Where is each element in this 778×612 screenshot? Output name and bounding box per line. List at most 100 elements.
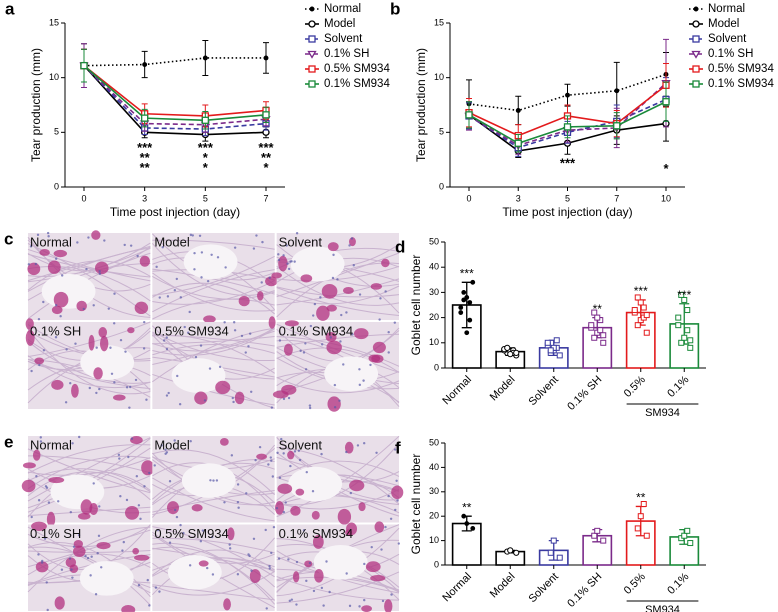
goblet-cell: [25, 329, 35, 346]
data-point: [640, 501, 647, 507]
data-point: [614, 88, 620, 94]
goblet-cell: [277, 483, 293, 494]
x-tick-label: 3: [142, 193, 147, 203]
data-point: [591, 532, 598, 539]
fiber: [152, 282, 275, 315]
nucleus: [37, 317, 41, 321]
fiber: [152, 279, 275, 305]
nucleus: [112, 322, 116, 325]
nucleus: [223, 321, 226, 324]
micrograph: Model: [151, 436, 276, 523]
lumen: [41, 273, 96, 309]
fiber: [27, 526, 151, 594]
nucleus: [295, 603, 298, 606]
data-point: [643, 312, 650, 319]
fiber: [27, 471, 151, 501]
goblet-cell: [353, 328, 369, 340]
nucleus: [223, 501, 226, 504]
data-point: [631, 307, 638, 314]
data-point: [662, 98, 670, 106]
nucleus: [206, 566, 209, 570]
goblet-cell: [268, 316, 276, 329]
data-point: [556, 554, 563, 561]
nucleus: [97, 534, 101, 538]
nucleus: [193, 268, 196, 271]
nucleus: [60, 568, 64, 571]
nucleus: [68, 557, 72, 560]
nucleus: [329, 336, 332, 339]
nucleus: [74, 342, 77, 345]
nucleus: [363, 562, 366, 566]
fiber: [276, 265, 400, 306]
x-axis-label: Time post injection (day): [502, 205, 632, 219]
goblet-cell: [21, 479, 36, 493]
nucleus: [54, 257, 58, 260]
nucleus: [77, 533, 81, 537]
legend-label: Model: [708, 18, 739, 30]
nucleus: [47, 501, 51, 504]
lumen: [167, 555, 222, 590]
nucleus: [158, 296, 161, 299]
goblet-cell: [22, 462, 36, 469]
nucleus: [193, 251, 196, 255]
y-tick-label: 30: [429, 287, 439, 297]
nucleus: [168, 541, 172, 544]
nucleus: [125, 498, 129, 502]
y-tick-label: 0: [54, 181, 59, 191]
data-point: [458, 310, 464, 315]
x-tick-label: Model: [488, 374, 518, 404]
significance: **: [593, 302, 603, 316]
nucleus: [156, 528, 160, 532]
data-point: [684, 327, 691, 334]
nucleus: [82, 307, 86, 311]
data-point: [142, 62, 148, 67]
goblet-cell: [283, 343, 293, 356]
nucleus: [45, 581, 48, 584]
data-point: [684, 307, 691, 314]
series-line: [83, 65, 267, 130]
goblet-cell: [99, 335, 109, 352]
significance: ***: [460, 266, 474, 280]
goblet-cell: [284, 320, 299, 327]
nucleus: [189, 233, 193, 237]
nucleus: [311, 490, 315, 493]
nucleus: [34, 262, 38, 266]
nucleus: [64, 401, 68, 404]
nucleus: [345, 450, 348, 454]
nucleus: [348, 244, 351, 247]
data-point: [464, 521, 470, 526]
nucleus: [268, 564, 271, 568]
nucleus: [39, 440, 43, 443]
nucleus: [142, 347, 146, 350]
data-point: [597, 327, 604, 334]
legend-label: Solvent: [324, 33, 363, 45]
data-point: [588, 322, 595, 329]
data-point: [681, 334, 688, 341]
nucleus: [110, 372, 114, 375]
nucleus: [322, 604, 325, 607]
goblet-cell: [113, 394, 126, 401]
nucleus: [38, 363, 41, 367]
nucleus: [206, 279, 210, 283]
goblet-cell: [227, 527, 235, 541]
y-axis-label: Goblet cell number: [409, 255, 423, 356]
fiber: [152, 489, 275, 513]
nucleus: [191, 234, 194, 237]
nucleus: [84, 554, 87, 558]
nucleus: [236, 500, 240, 504]
fiber: [27, 341, 151, 384]
group-label: SM934: [645, 407, 680, 419]
nucleus: [332, 253, 335, 257]
data-point: [504, 344, 511, 351]
panel-letter: f: [395, 438, 401, 457]
data-point: [634, 294, 641, 301]
data-point: [513, 549, 520, 556]
data-point: [643, 532, 650, 539]
nucleus: [394, 508, 397, 512]
nucleus: [71, 576, 74, 579]
goblet-cell: [51, 379, 64, 390]
data-point: [513, 349, 520, 356]
goblet-cell: [134, 301, 149, 315]
fiber: [27, 247, 151, 283]
micrograph: 0.5% SM934: [151, 523, 276, 611]
